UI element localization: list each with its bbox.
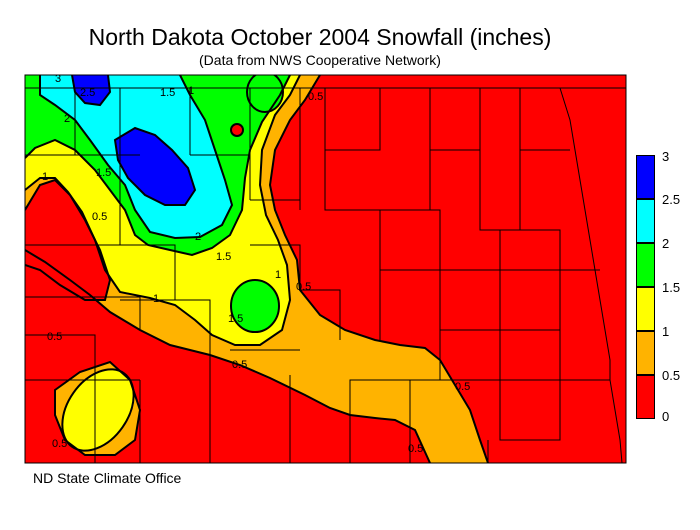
contour-label-1.5: 1.5: [96, 167, 111, 179]
contour-lines: [25, 75, 489, 463]
legend-label-1.5: 1.5: [662, 280, 681, 295]
state-outline: [24, 74, 627, 464]
legend-swatch-1.5-2: [636, 243, 655, 287]
region-0-0.5-west: [25, 180, 110, 300]
contour-label-0.5: 0.5: [455, 381, 470, 393]
county-boundaries: [25, 87, 626, 463]
region-0-0.5-north-spot: [231, 124, 243, 136]
legend-label-2: 2: [662, 236, 670, 251]
contour-label-3: 3: [55, 73, 61, 85]
legend-swatch-1-1.5: [636, 287, 655, 331]
legend-swatch-2.5-3: [636, 155, 655, 199]
map-title: North Dakota October 2004 Snowfall (inch…: [88, 24, 552, 50]
contour-label-1: 1: [42, 171, 48, 183]
region-1.5-2-north: [247, 75, 283, 112]
contour-label-1: 1: [188, 85, 194, 97]
contour-label-2: 2: [64, 113, 70, 125]
contour-label-0.5: 0.5: [92, 211, 107, 223]
contour-label-2.5: 2.5: [80, 87, 95, 99]
legend-swatch-0-0.5: [636, 375, 655, 419]
region-2.5-3-north: [72, 75, 110, 105]
contour-label-0.5: 0.5: [296, 281, 311, 293]
legend-label-0.5: 0.5: [662, 368, 681, 383]
legend-swatch-2-2.5: [636, 199, 655, 243]
contour-label-1.5: 1.5: [160, 87, 175, 99]
map-subtitle: (Data from NWS Cooperative Network): [199, 52, 441, 68]
contour-label-1.5: 1.5: [228, 313, 243, 325]
legend-swatch-0.5-1: [636, 331, 655, 375]
contour-label-1: 1: [275, 269, 281, 281]
region-1-1.5-southwest: [62, 369, 134, 451]
contour-label-1.5: 1.5: [216, 251, 231, 263]
region-1.5-2-central: [231, 280, 279, 332]
credit-text: ND State Climate Office: [33, 470, 182, 486]
legend-label-0: 0: [662, 409, 670, 424]
contour-label-0.5: 0.5: [47, 331, 62, 343]
contour-label-0.5: 0.5: [408, 443, 423, 455]
region-2.5-3-main: [115, 128, 195, 205]
contour-label-1: 1: [153, 293, 159, 305]
contour-label-0.5: 0.5: [232, 359, 247, 371]
legend-label-2.5: 2.5: [662, 192, 681, 207]
contour-label-0.5: 0.5: [52, 438, 67, 450]
contour-labels: 3 2.5 2 1.5 1 0.5 2 1.5 1 1.5 1 0.5 0.5 …: [42, 73, 470, 455]
contour-label-2: 2: [195, 231, 201, 243]
legend-label-1: 1: [662, 324, 670, 339]
legend-label-3: 3: [662, 149, 670, 164]
contour-label-0.5: 0.5: [308, 91, 323, 103]
